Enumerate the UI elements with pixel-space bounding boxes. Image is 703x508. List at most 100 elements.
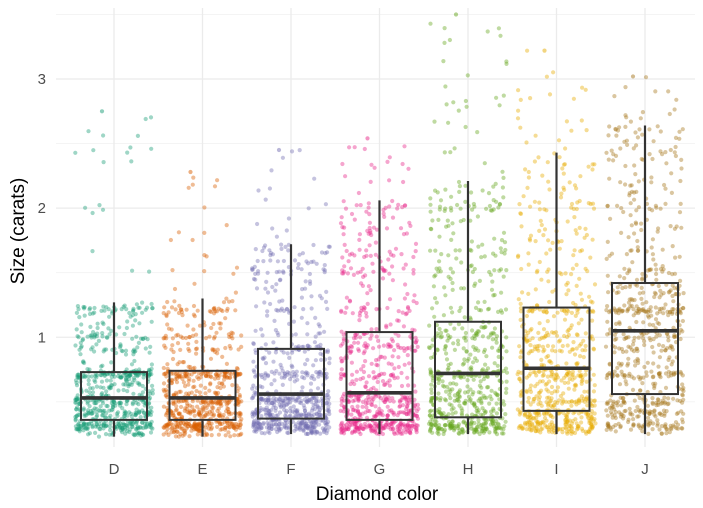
data-point <box>361 426 366 432</box>
data-point <box>277 422 282 427</box>
data-point <box>177 374 182 380</box>
data-point <box>449 403 454 408</box>
data-point <box>93 374 98 379</box>
data-point <box>215 351 220 356</box>
data-point <box>517 377 522 382</box>
data-point <box>285 307 290 312</box>
data-point <box>364 209 369 214</box>
data-point <box>357 411 362 417</box>
data-point <box>267 350 272 355</box>
data-point <box>277 426 282 431</box>
data-point <box>192 422 197 427</box>
data-point <box>265 313 270 318</box>
data-point <box>456 425 461 431</box>
data-point <box>542 227 548 232</box>
data-point <box>322 268 327 273</box>
data-point <box>290 350 295 355</box>
data-point <box>74 426 80 431</box>
max-point <box>630 74 636 79</box>
data-point <box>637 409 643 414</box>
data-point <box>130 421 136 426</box>
data-point <box>450 419 455 424</box>
data-point <box>494 411 499 416</box>
data-point <box>407 429 412 435</box>
data-point <box>625 309 630 314</box>
data-point <box>487 203 492 209</box>
data-point <box>173 371 179 376</box>
data-point <box>449 237 454 242</box>
data-point <box>433 273 438 278</box>
data-point <box>479 385 484 390</box>
data-point <box>352 429 357 434</box>
data-point <box>179 399 184 404</box>
data-point <box>670 244 675 249</box>
data-point <box>482 347 487 352</box>
data-point <box>386 342 391 347</box>
data-point <box>87 367 92 372</box>
data-point <box>646 422 651 427</box>
data-point <box>354 425 359 430</box>
data-point <box>545 395 550 400</box>
data-point <box>364 253 369 258</box>
data-point <box>197 390 203 395</box>
data-point <box>316 405 321 410</box>
data-point <box>444 328 449 333</box>
data-point <box>100 363 105 368</box>
data-point <box>606 423 611 428</box>
data-point <box>346 345 351 350</box>
data-point <box>658 375 663 380</box>
data-point <box>364 380 369 385</box>
data-point <box>266 401 272 406</box>
data-point <box>133 318 138 323</box>
data-point <box>229 371 234 377</box>
data-point <box>618 424 623 429</box>
data-point <box>363 273 368 278</box>
data-point <box>74 400 79 405</box>
data-point <box>263 372 268 377</box>
data-point <box>446 120 451 125</box>
data-point <box>627 269 632 274</box>
data-point <box>356 410 361 415</box>
data-point <box>657 427 662 432</box>
data-point <box>382 399 387 404</box>
data-point <box>549 384 555 390</box>
data-point <box>626 235 631 240</box>
data-point <box>404 400 410 405</box>
data-point <box>267 425 272 431</box>
data-point <box>518 301 523 306</box>
data-point <box>239 417 244 422</box>
data-point <box>429 227 434 232</box>
data-point <box>94 422 99 427</box>
data-point <box>314 411 319 416</box>
data-point <box>122 331 127 337</box>
data-point <box>562 333 567 339</box>
data-point <box>460 427 465 432</box>
data-point <box>366 284 371 289</box>
data-point <box>75 427 80 432</box>
data-point <box>627 297 632 302</box>
data-point <box>494 95 499 100</box>
data-point <box>169 347 174 352</box>
data-point <box>450 424 455 429</box>
data-point <box>666 401 671 406</box>
data-point <box>678 369 683 375</box>
data-point <box>659 424 665 429</box>
data-point <box>82 360 87 366</box>
data-point <box>612 337 618 342</box>
data-point <box>663 422 668 427</box>
data-point <box>362 254 367 260</box>
data-point <box>653 414 658 419</box>
data-point <box>446 274 451 279</box>
data-point <box>395 318 400 323</box>
data-point <box>216 406 221 411</box>
data-point <box>581 396 587 401</box>
data-point <box>140 383 145 389</box>
data-point <box>670 293 675 299</box>
data-point <box>553 378 558 383</box>
data-point <box>497 103 502 108</box>
data-point <box>649 410 654 415</box>
data-point <box>615 365 620 370</box>
data-point <box>184 371 190 376</box>
data-point <box>673 291 678 297</box>
data-point <box>163 424 168 429</box>
